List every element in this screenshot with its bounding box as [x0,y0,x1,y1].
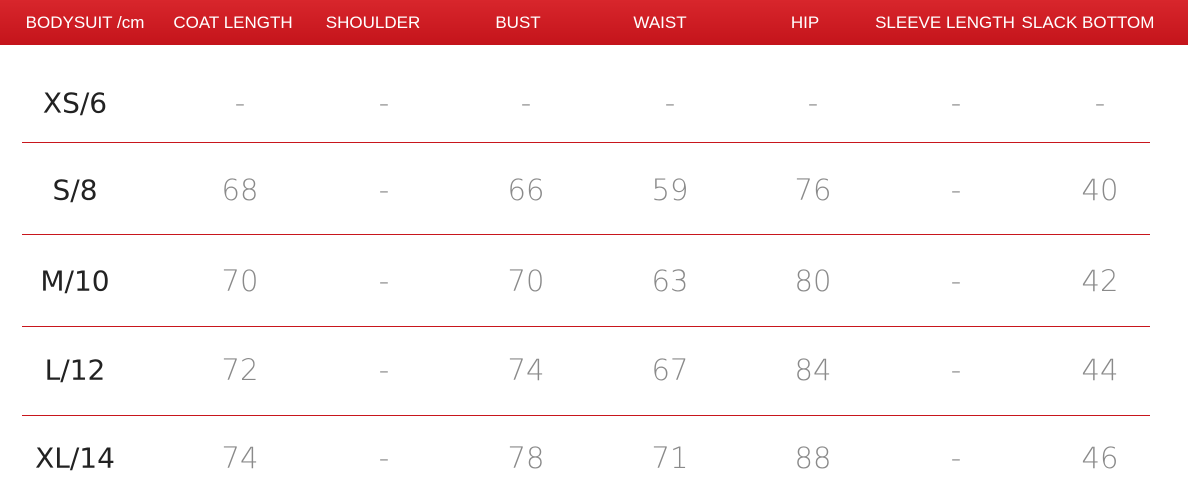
column-header: SLACK BOTTOM [1021,13,1155,32]
cell-value: 68 [221,173,259,207]
row-separator [22,326,1150,327]
column-header: SLEEVE LENGTH [875,13,1015,32]
cell-value: - [950,264,962,298]
row-separator [22,142,1150,143]
cell-value: 70 [507,264,545,298]
cell-value: - [950,441,962,475]
column-header: COAT LENGTH [173,13,293,32]
cell-value: 44 [1081,353,1119,387]
row-separator [22,415,1150,416]
cell-value: - [950,86,962,120]
cell-value: 72 [221,353,259,387]
cell-value: 42 [1081,264,1119,298]
cell-value: - [378,173,390,207]
size-label: S/8 [52,173,98,207]
cell-value: - [234,86,246,120]
cell-value: - [378,353,390,387]
cell-value: - [950,353,962,387]
cell-value: 74 [221,441,259,475]
cell-value: 59 [651,173,689,207]
cell-value: - [378,86,390,120]
column-header: WAIST [633,13,687,32]
cell-value: 40 [1081,173,1119,207]
cell-value: - [520,86,532,120]
cell-value: - [664,86,676,120]
cell-value: 46 [1081,441,1119,475]
cell-value: - [950,173,962,207]
cell-value: - [378,264,390,298]
cell-value: 78 [507,441,545,475]
header-bar [0,0,1188,45]
size-label: XL/14 [35,441,115,475]
cell-value: - [378,441,390,475]
cell-value: - [1094,86,1106,120]
row-separator [22,234,1150,235]
column-header: SHOULDER [325,13,421,32]
size-label: M/10 [40,264,110,298]
cell-value: 67 [651,353,689,387]
cell-value: - [807,86,819,120]
cell-value: 74 [507,353,545,387]
cell-value: 84 [794,353,832,387]
cell-value: 71 [651,441,689,475]
column-header: HIP [790,13,820,32]
column-header: BODYSUIT /cm [25,13,145,32]
size-label: L/12 [44,353,106,387]
cell-value: 76 [794,173,832,207]
cell-value: 80 [794,264,832,298]
cell-value: 66 [507,173,545,207]
cell-value: 63 [651,264,689,298]
cell-value: 70 [221,264,259,298]
cell-value: 88 [794,441,832,475]
column-header: BUST [495,13,541,32]
size-label: XS/6 [42,86,108,120]
